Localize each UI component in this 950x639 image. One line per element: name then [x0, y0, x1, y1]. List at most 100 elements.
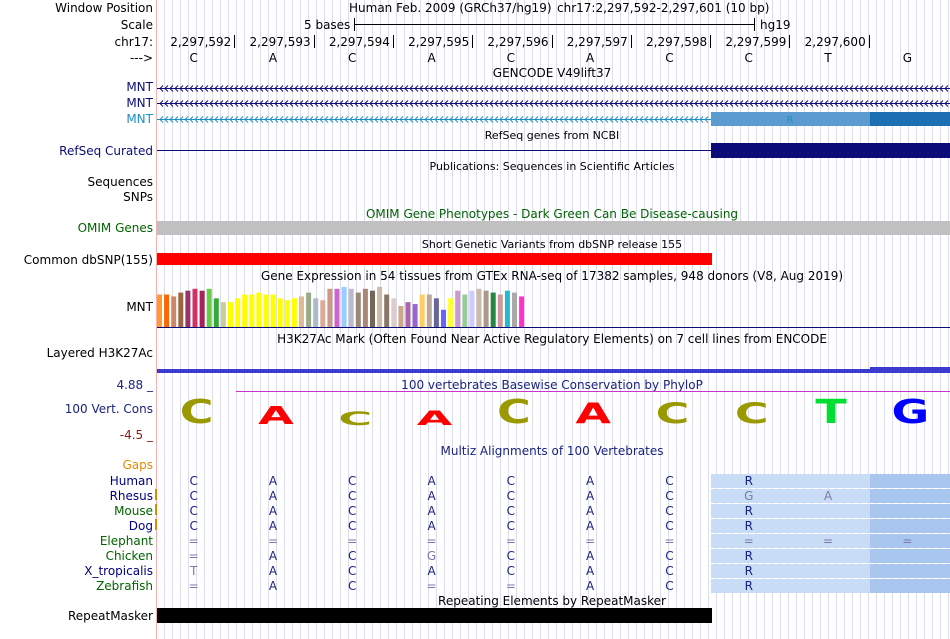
- multiz-species-label[interactable]: Chicken: [105, 549, 153, 563]
- gtex-tissue-bar[interactable]: [497, 294, 503, 327]
- gtex-tissue-bar[interactable]: [313, 298, 319, 327]
- gtex-tissue-bar[interactable]: [171, 296, 177, 327]
- gtex-tissue-bar[interactable]: [249, 294, 255, 327]
- multiz-species-label[interactable]: Dog: [128, 519, 153, 533]
- cons-logo-letter[interactable]: T: [815, 391, 847, 431]
- gtex-tissue-bar[interactable]: [490, 292, 496, 327]
- gencode-label-2[interactable]: MNT: [126, 96, 153, 110]
- h3k27ac-signal[interactable]: [157, 369, 950, 373]
- cons-logo-letter[interactable]: C: [338, 407, 373, 430]
- gtex-tissue-bar[interactable]: [192, 288, 198, 327]
- gtex-tissue-bar[interactable]: [419, 294, 425, 327]
- gtex-tissue-bar[interactable]: [206, 288, 212, 327]
- gtex-tissue-bar[interactable]: [512, 292, 517, 327]
- gtex-tissue-bar[interactable]: [405, 302, 411, 327]
- publications-sequences-label[interactable]: Sequences: [87, 175, 153, 189]
- gtex-tissue-bar[interactable]: [334, 288, 340, 327]
- gtex-tissue-bar[interactable]: [213, 298, 219, 327]
- gtex-tissue-bar[interactable]: [185, 290, 191, 327]
- gtex-label[interactable]: MNT: [126, 300, 153, 314]
- strand-chevron: [339, 85, 344, 92]
- gencode-exon-light[interactable]: [711, 112, 870, 126]
- gtex-tissue-bar[interactable]: [370, 290, 375, 327]
- gtex-tissue-bar[interactable]: [263, 294, 269, 327]
- gtex-tissue-bar[interactable]: [448, 298, 454, 327]
- gtex-tissue-bar[interactable]: [384, 294, 390, 327]
- gtex-tissue-bar[interactable]: [355, 292, 361, 327]
- gtex-tissue-bar[interactable]: [256, 292, 262, 327]
- gtex-tissue-bar[interactable]: [469, 290, 475, 327]
- refseq-intron[interactable]: [157, 150, 712, 151]
- multiz-species-label[interactable]: Human: [109, 474, 153, 488]
- cons-logo-letter[interactable]: C: [655, 397, 690, 431]
- gtex-expression-chart[interactable]: [156, 284, 950, 328]
- gtex-tissue-bar[interactable]: [157, 294, 162, 327]
- gtex-tissue-bar[interactable]: [476, 288, 482, 327]
- base-letter: G: [902, 51, 912, 65]
- cons-label[interactable]: 100 Vert. Cons: [64, 402, 153, 416]
- gtex-tissue-bar[interactable]: [341, 286, 347, 327]
- gtex-tissue-bar[interactable]: [519, 296, 525, 327]
- h3k27ac-label[interactable]: Layered H3K27Ac: [46, 346, 153, 360]
- gencode-exon-dark[interactable]: [870, 112, 950, 126]
- gtex-tissue-bar[interactable]: [270, 294, 276, 327]
- refseq-exon[interactable]: [711, 143, 950, 158]
- gtex-tissue-bar[interactable]: [455, 290, 461, 327]
- strand-chevron: [844, 85, 849, 92]
- gencode-label-3[interactable]: MNT: [126, 112, 153, 126]
- multiz-species-label[interactable]: Zebrafish: [96, 579, 153, 593]
- gtex-tissue-bar[interactable]: [178, 292, 184, 327]
- strand-chevron: [329, 116, 334, 123]
- multiz-species-label[interactable]: Elephant: [99, 534, 153, 548]
- cons-logo-letter[interactable]: A: [416, 406, 453, 430]
- gtex-tissue-bar[interactable]: [284, 300, 290, 327]
- omim-label[interactable]: OMIM Genes: [77, 221, 153, 235]
- cons-logo-letter[interactable]: G: [891, 391, 930, 431]
- cons-ymin: -4.5 _: [119, 428, 153, 442]
- gtex-tissue-bar[interactable]: [377, 286, 383, 327]
- gtex-tissue-bar[interactable]: [220, 302, 226, 327]
- multiz-species-label[interactable]: Mouse: [114, 504, 153, 518]
- gtex-tissue-bar[interactable]: [462, 294, 468, 327]
- gtex-tissue-bar[interactable]: [433, 298, 439, 327]
- gtex-tissue-bar[interactable]: [291, 298, 297, 327]
- gencode-gene-models[interactable]: R: [156, 80, 950, 128]
- gtex-tissue-bar[interactable]: [277, 298, 283, 327]
- strand-chevron: [444, 85, 449, 92]
- cons-logo-letter[interactable]: C: [496, 391, 531, 431]
- gtex-tissue-bar[interactable]: [327, 288, 333, 327]
- gtex-tissue-bar[interactable]: [348, 288, 354, 327]
- gtex-tissue-bar[interactable]: [362, 288, 368, 327]
- cons-logo-letter[interactable]: C: [179, 391, 214, 431]
- multiz-species-label[interactable]: Rhesus: [109, 489, 153, 503]
- gtex-tissue-bar[interactable]: [299, 296, 304, 327]
- cons-logo-letter[interactable]: A: [575, 397, 611, 431]
- gtex-tissue-bar[interactable]: [412, 304, 418, 327]
- gtex-tissue-bar[interactable]: [391, 298, 397, 327]
- gtex-tissue-bar[interactable]: [398, 305, 404, 327]
- strand-chevron: [674, 100, 679, 107]
- omim-bar[interactable]: [157, 221, 950, 235]
- gtex-tissue-bar[interactable]: [306, 292, 312, 327]
- cons-logo-letter[interactable]: C: [734, 397, 769, 431]
- gtex-tissue-bar[interactable]: [483, 290, 489, 327]
- gtex-tissue-bar[interactable]: [426, 294, 432, 327]
- gtex-tissue-bar[interactable]: [199, 290, 205, 327]
- gencode-label-1[interactable]: MNT: [126, 80, 153, 94]
- gtex-tissue-bar[interactable]: [235, 298, 241, 327]
- gtex-tissue-bar[interactable]: [320, 300, 326, 327]
- repeatmasker-element[interactable]: [157, 608, 712, 623]
- dbsnp-variant-bar[interactable]: [157, 253, 712, 265]
- gtex-tissue-bar[interactable]: [164, 294, 170, 327]
- cons-logo-letter[interactable]: A: [258, 400, 294, 430]
- h3k27ac-peak[interactable]: [870, 367, 950, 369]
- multiz-species-label[interactable]: X_tropicalis: [84, 564, 153, 578]
- refseq-label[interactable]: RefSeq Curated: [59, 144, 153, 158]
- repeatmasker-label[interactable]: RepeatMasker: [67, 609, 153, 623]
- gtex-tissue-bar[interactable]: [441, 309, 446, 327]
- dbsnp-label[interactable]: Common dbSNP(155): [23, 253, 153, 267]
- gtex-tissue-bar[interactable]: [504, 290, 510, 327]
- gtex-tissue-bar[interactable]: [242, 294, 248, 327]
- gtex-tissue-bar[interactable]: [228, 302, 233, 327]
- publications-snps-label[interactable]: SNPs: [123, 190, 153, 204]
